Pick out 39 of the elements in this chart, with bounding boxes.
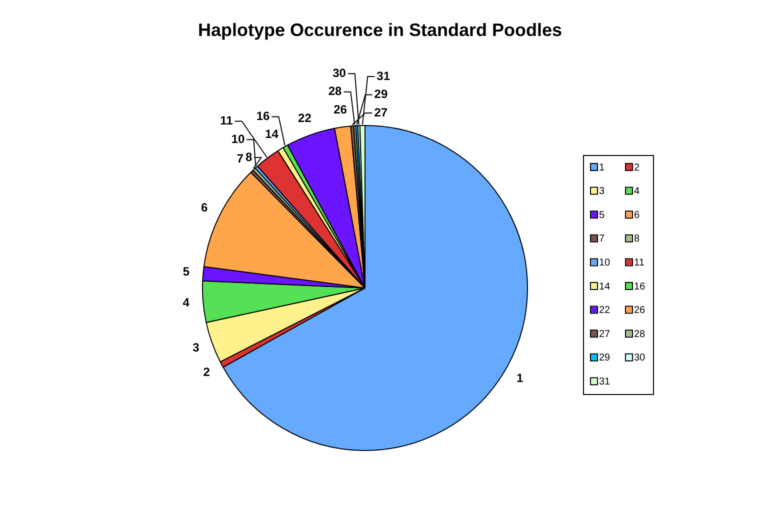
slice-label: 1 xyxy=(516,371,524,386)
legend-label: 28 xyxy=(634,328,646,340)
legend-label: 1 xyxy=(599,162,605,174)
legend-label: 7 xyxy=(599,234,605,245)
legend-label: 31 xyxy=(599,376,611,388)
slice-label: 2 xyxy=(203,364,210,379)
slice-label: 29 xyxy=(374,87,388,102)
category-label: 27 xyxy=(374,105,388,120)
slice-label: 11 xyxy=(220,114,234,128)
legend-label: 30 xyxy=(634,352,646,364)
slice-label: 28 xyxy=(328,84,342,98)
slice-label: 22 xyxy=(298,111,312,126)
slice-label: 8 xyxy=(246,150,253,164)
legend-label: 2 xyxy=(634,162,640,174)
slice-label: 31 xyxy=(376,68,390,83)
legend-label: 8 xyxy=(634,234,640,245)
chart-title: Haplotype Occurence in Standard Poodles xyxy=(198,20,562,40)
legend-label: 26 xyxy=(634,305,646,316)
legend-label: 22 xyxy=(599,305,611,316)
legend-label: 5 xyxy=(599,210,605,221)
legend-label: 3 xyxy=(599,186,605,198)
slice-label: 4 xyxy=(182,296,190,310)
slice-label: 3 xyxy=(192,340,200,355)
legend-label: 11 xyxy=(634,257,645,268)
slice-label: 6 xyxy=(200,200,208,214)
category-label: 7 xyxy=(236,151,244,166)
slice-label: 16 xyxy=(256,109,270,124)
legend-label: 16 xyxy=(634,281,646,292)
slice-label: 5 xyxy=(182,264,190,279)
slice-label: 10 xyxy=(231,132,245,146)
slice-label: 30 xyxy=(332,66,346,80)
legend-label: 29 xyxy=(599,352,611,364)
legend-label: 4 xyxy=(634,186,640,198)
legend-label: 27 xyxy=(599,328,611,340)
legend-label: 6 xyxy=(634,210,640,221)
category-label: 14 xyxy=(265,126,278,141)
legend-label: 14 xyxy=(599,281,611,292)
slice-label: 26 xyxy=(334,102,348,117)
legend-label: 10 xyxy=(599,257,611,268)
